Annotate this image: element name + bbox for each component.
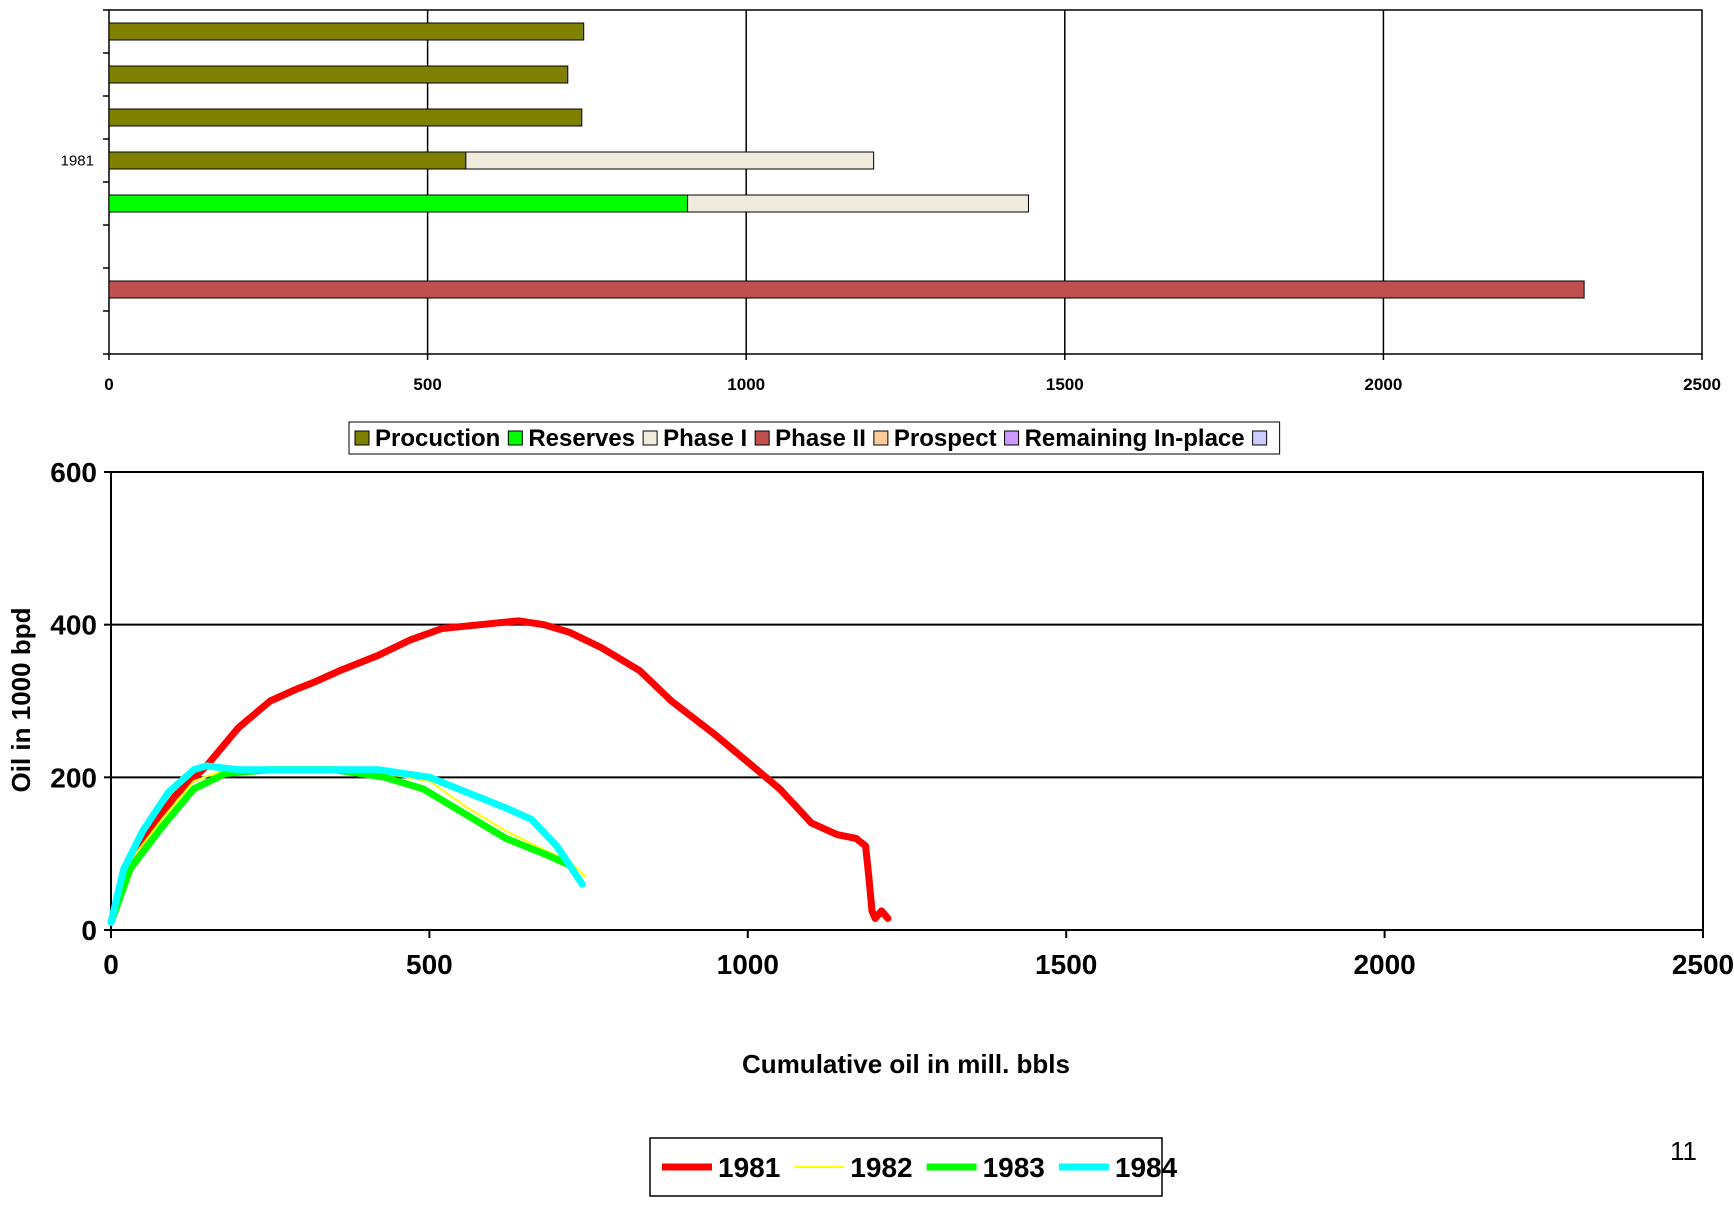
line-gridlines <box>111 623 1703 779</box>
line-x-tick-label: 1500 <box>1035 949 1097 980</box>
page-number: 11 <box>1670 1136 1697 1166</box>
bar-segment <box>108 65 569 84</box>
bar-legend-label: Remaining In-place <box>1025 425 1245 452</box>
bar-segment <box>108 151 467 170</box>
line-series <box>107 617 892 926</box>
line-legend-label: 1984 <box>1115 1152 1178 1183</box>
bar-plot-area <box>108 9 1703 355</box>
line-x-tick-label: 2000 <box>1353 949 1415 980</box>
line-legend-label: 1983 <box>983 1152 1045 1183</box>
bar-x-tick-label: 500 <box>413 375 441 394</box>
bar-legend-swatch <box>873 430 889 446</box>
line-chart: 0 200 400 600 0 500 1000 1500 2000 2500 Oil in 1… <box>6 457 1734 1197</box>
x-axis-title: Cumulative oil in mill. bbls <box>742 1049 1070 1079</box>
line-y-tick-labels: 0 200 400 600 <box>50 457 97 946</box>
line-y-tick-label: 0 <box>81 915 97 946</box>
line-y-tick-label: 400 <box>50 610 97 641</box>
series-line-1984 <box>107 762 586 926</box>
line-legend-label: 1981 <box>718 1152 780 1183</box>
bar-segment <box>465 151 875 170</box>
line-legend: 1981 1982 1983 1984 <box>649 1137 1178 1197</box>
bar-x-tick-label: 1000 <box>727 375 765 394</box>
bar-segment <box>108 108 583 127</box>
line-legend-label: 1982 <box>850 1152 912 1183</box>
bar-x-tick-label: 0 <box>104 375 113 394</box>
bar-legend-swatch <box>754 430 770 446</box>
bar-gridlines <box>108 10 1703 360</box>
bar-x-tick-labels: 0 500 1000 1500 2000 2500 <box>104 375 1721 394</box>
bar-legend-swatch <box>1004 430 1020 446</box>
bar-x-tick-label: 2500 <box>1683 375 1721 394</box>
bar-legend-label: Phase I <box>663 425 747 452</box>
bar-x-tick-label: 1500 <box>1046 375 1084 394</box>
line-x-tick-label: 2500 <box>1672 949 1734 980</box>
line-plot-area <box>110 471 1704 931</box>
bar-x-tick-label: 2000 <box>1364 375 1402 394</box>
line-x-tick-labels: 0 500 1000 1500 2000 2500 <box>103 949 1734 980</box>
line-x-axis-ticks <box>110 930 1704 938</box>
bar-legend-label: Procuction <box>375 425 500 452</box>
bar-legend-box <box>348 421 1281 455</box>
line-y-tick-label: 600 <box>50 457 97 488</box>
line-x-tick-label: 1000 <box>717 949 779 980</box>
series-line-1981 <box>107 617 892 926</box>
y-axis-title: Oil in 1000 bpd <box>6 608 36 793</box>
bar-segment <box>108 22 585 41</box>
bar-legend-swatch <box>642 430 658 446</box>
line-x-tick-label: 500 <box>406 949 453 980</box>
bar-chart: 0 500 1000 1500 2000 2500 1981 Procuction Rese… <box>61 9 1721 455</box>
bar-segment <box>108 194 689 213</box>
bar-segment <box>108 280 1585 299</box>
line-y-axis-ticks <box>104 471 111 931</box>
bar-legend-label: Prospect <box>894 425 997 452</box>
line-x-tick-label: 0 <box>103 949 119 980</box>
bar-legend-swatch <box>354 430 370 446</box>
bar-legend-label: Reserves <box>528 425 635 452</box>
bar-segment <box>687 194 1029 213</box>
bar-category-labels: 1981 <box>61 153 94 170</box>
bar-series <box>108 22 1585 299</box>
bar-legend: Procuction Reserves Phase I Phase II Prospec… <box>348 421 1281 455</box>
bar-legend-label: Phase II <box>775 425 866 452</box>
bar-category-ticks <box>103 9 109 355</box>
bar-legend-swatch <box>1252 430 1268 446</box>
bar-legend-swatch <box>507 430 523 446</box>
bar-category-label: 1981 <box>61 153 94 170</box>
line-y-tick-label: 200 <box>50 762 97 793</box>
